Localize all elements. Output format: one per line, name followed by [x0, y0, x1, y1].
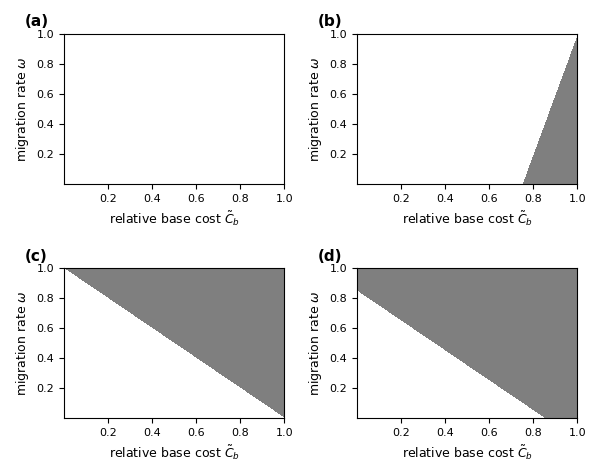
Text: (d): (d)	[317, 249, 342, 264]
X-axis label: relative base cost $\tilde{C}_b$: relative base cost $\tilde{C}_b$	[109, 209, 239, 228]
Y-axis label: migration rate $\omega$: migration rate $\omega$	[307, 290, 324, 396]
X-axis label: relative base cost $\tilde{C}_b$: relative base cost $\tilde{C}_b$	[401, 444, 533, 462]
Y-axis label: migration rate $\omega$: migration rate $\omega$	[307, 56, 324, 162]
Text: (c): (c)	[24, 249, 47, 264]
Text: (a): (a)	[24, 14, 49, 30]
X-axis label: relative base cost $\tilde{C}_b$: relative base cost $\tilde{C}_b$	[109, 444, 239, 462]
Text: (b): (b)	[317, 14, 342, 30]
Y-axis label: migration rate $\omega$: migration rate $\omega$	[14, 56, 31, 162]
X-axis label: relative base cost $\tilde{C}_b$: relative base cost $\tilde{C}_b$	[401, 209, 533, 228]
Y-axis label: migration rate $\omega$: migration rate $\omega$	[14, 290, 31, 396]
